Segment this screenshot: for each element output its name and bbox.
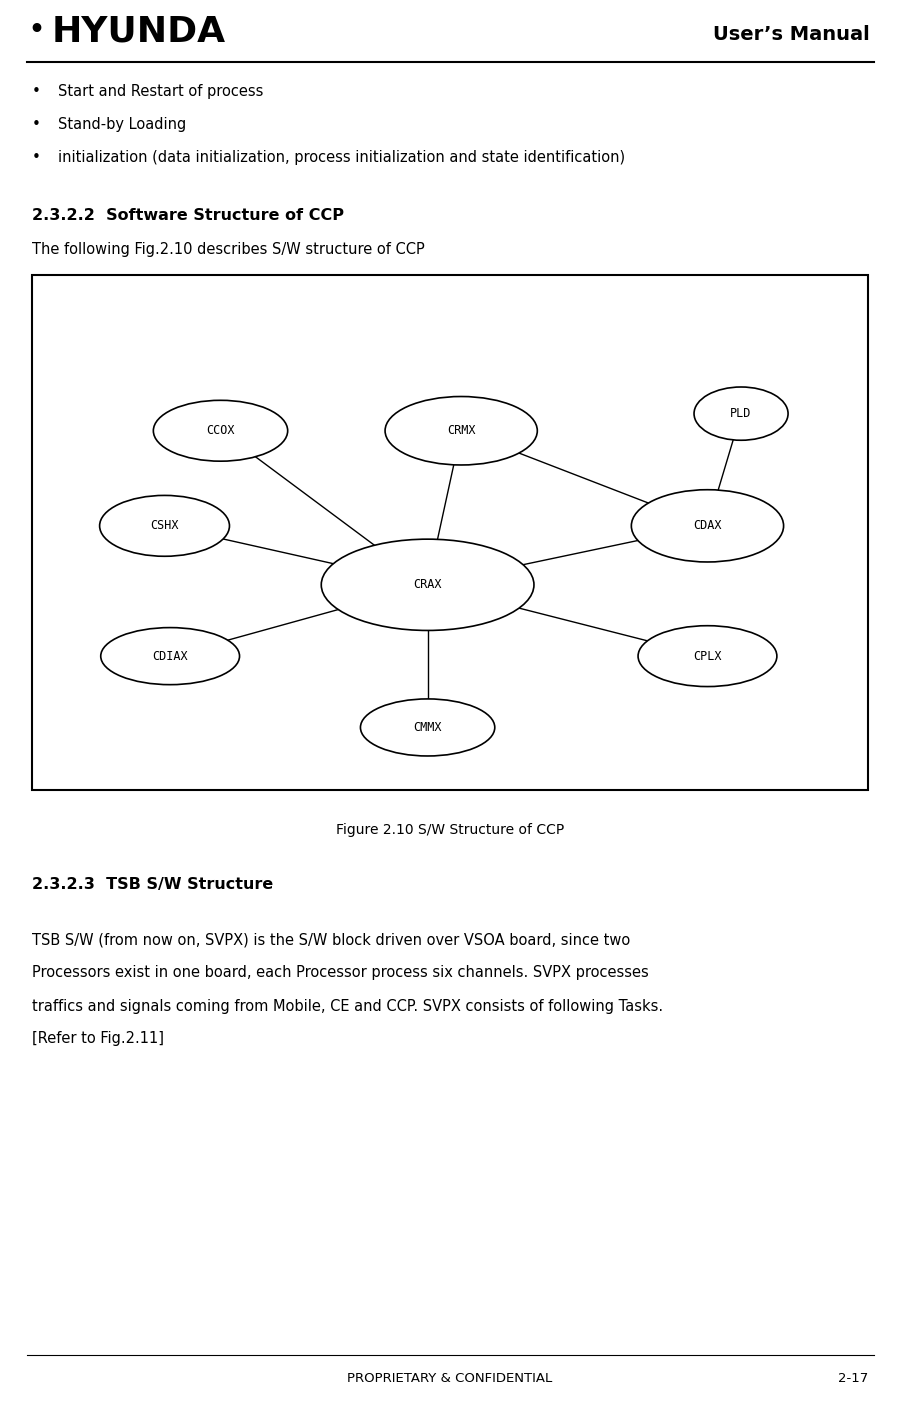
Text: CSHX: CSHX	[150, 520, 178, 532]
Ellipse shape	[694, 387, 788, 440]
Text: 2-17: 2-17	[838, 1372, 868, 1384]
Text: HYUNDA: HYUNDA	[52, 15, 226, 49]
Text: The following Fig.2.10 describes S/W structure of CCP: The following Fig.2.10 describes S/W str…	[32, 242, 424, 258]
Text: CCOX: CCOX	[206, 425, 235, 437]
Text: traffics and signals coming from Mobile, CE and CCP. SVPX consists of following : traffics and signals coming from Mobile,…	[32, 999, 663, 1013]
Ellipse shape	[638, 626, 777, 686]
Text: PLD: PLD	[731, 408, 751, 420]
Text: Stand-by Loading: Stand-by Loading	[58, 118, 187, 133]
Text: Start and Restart of process: Start and Restart of process	[58, 84, 263, 99]
Ellipse shape	[153, 401, 287, 461]
Text: CMMX: CMMX	[414, 722, 441, 734]
Text: PROPRIETARY & CONFIDENTIAL: PROPRIETARY & CONFIDENTIAL	[348, 1372, 552, 1384]
Text: •: •	[32, 150, 41, 165]
Text: •: •	[32, 118, 41, 133]
Text: initialization (data initialization, process initialization and state identifica: initialization (data initialization, pro…	[58, 150, 625, 165]
Text: CPLX: CPLX	[693, 650, 722, 663]
Text: CRMX: CRMX	[447, 425, 476, 437]
Text: User’s Manual: User’s Manual	[714, 25, 870, 45]
Text: Processors exist in one board, each Processor process six channels. SVPX process: Processors exist in one board, each Proc…	[32, 965, 649, 981]
Text: 2.3.2.3  TSB S/W Structure: 2.3.2.3 TSB S/W Structure	[32, 877, 273, 892]
Ellipse shape	[100, 496, 230, 556]
Text: CDIAX: CDIAX	[152, 650, 188, 663]
Text: CDAX: CDAX	[693, 520, 722, 532]
Text: [Refer to Fig.2.11]: [Refer to Fig.2.11]	[32, 1031, 164, 1047]
Text: CRAX: CRAX	[414, 579, 441, 591]
Ellipse shape	[360, 699, 495, 757]
Bar	[32, 275, 868, 790]
Text: Figure 2.10 S/W Structure of CCP: Figure 2.10 S/W Structure of CCP	[336, 822, 564, 836]
Text: 2.3.2.2  Software Structure of CCP: 2.3.2.2 Software Structure of CCP	[32, 207, 344, 223]
Text: •: •	[28, 18, 44, 42]
Ellipse shape	[385, 396, 537, 465]
Text: TSB S/W (from now on, SVPX) is the S/W block driven over VSOA board, since two: TSB S/W (from now on, SVPX) is the S/W b…	[32, 933, 631, 947]
Ellipse shape	[322, 539, 534, 630]
Ellipse shape	[632, 490, 784, 562]
Ellipse shape	[101, 628, 240, 685]
Text: •: •	[32, 84, 41, 99]
